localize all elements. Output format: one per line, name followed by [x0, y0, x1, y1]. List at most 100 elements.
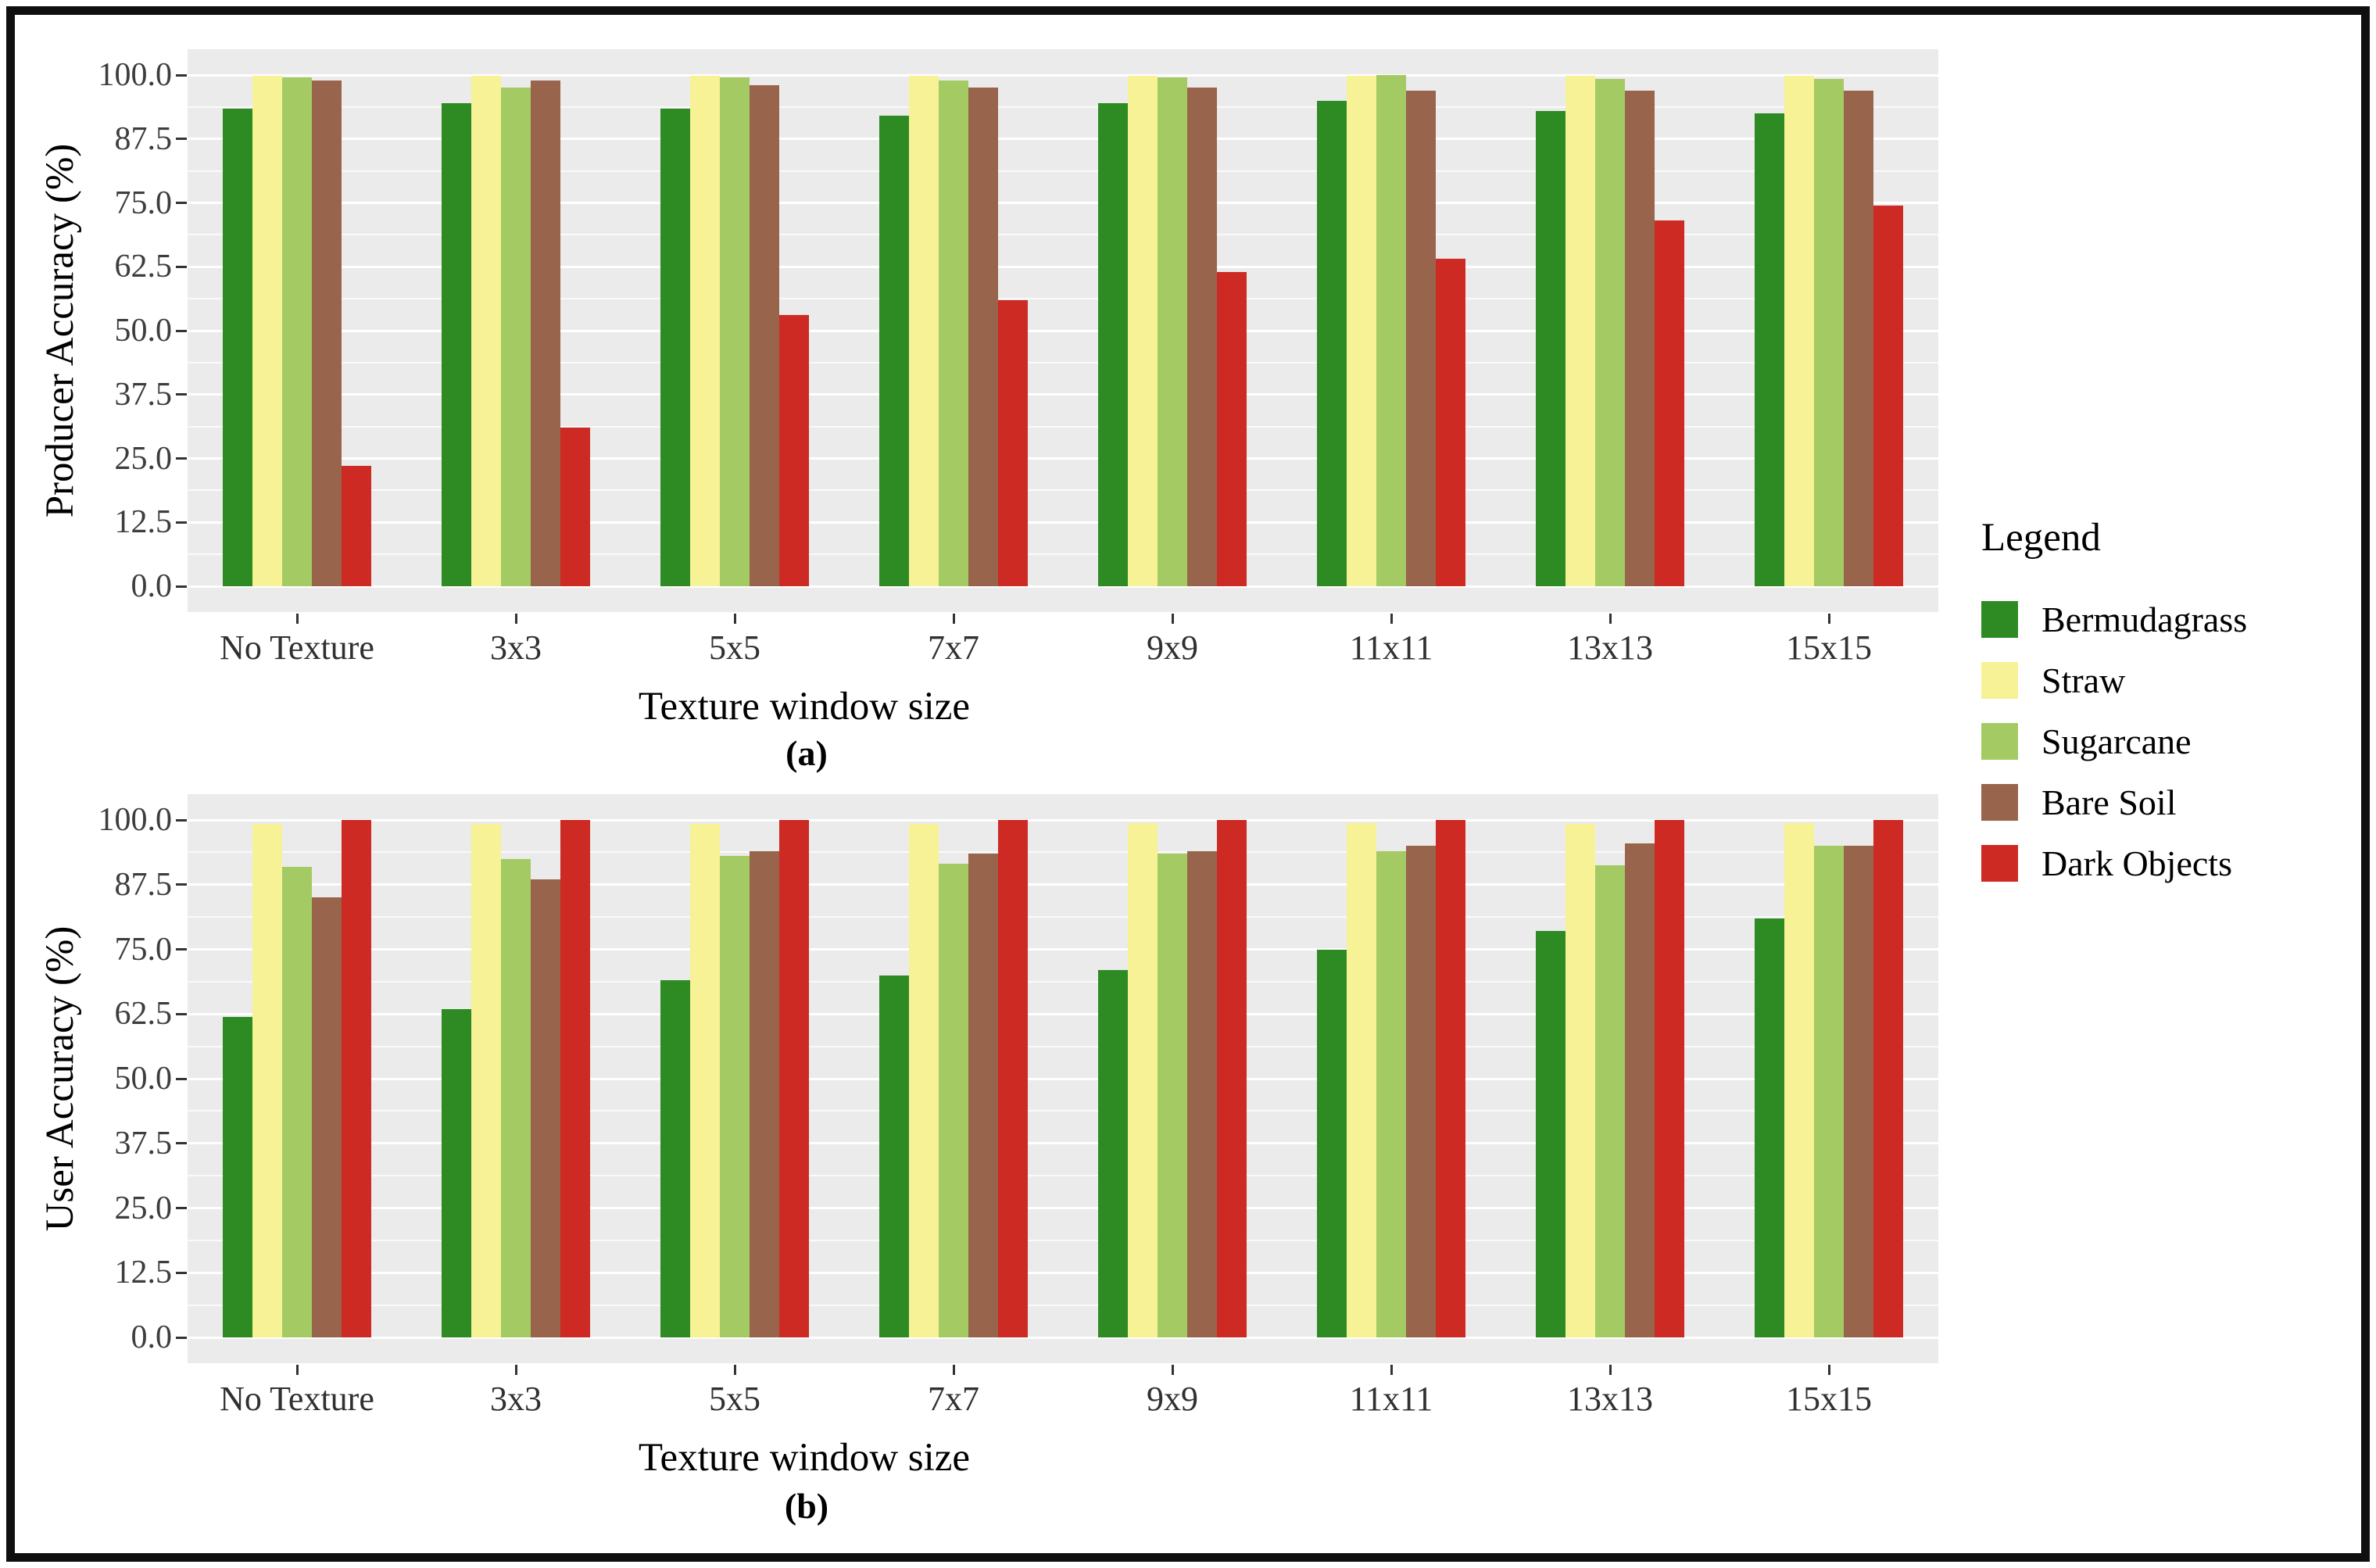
bar-straw — [252, 823, 282, 1337]
gridline-major — [188, 585, 1938, 588]
bar-dark-objects — [1436, 820, 1465, 1337]
bar-bare-soil — [1625, 91, 1655, 586]
gridline-minor — [188, 851, 1938, 854]
bar-sugarcane — [1595, 865, 1625, 1337]
bar-bare-soil — [968, 854, 998, 1337]
y-tick-mark — [176, 329, 187, 332]
gridline-minor — [188, 234, 1938, 236]
y-tick-mark — [176, 585, 187, 588]
x-tick-label: 15x15 — [1786, 1380, 1872, 1418]
y-tick-mark — [176, 1207, 187, 1209]
y-tick-label: 87.5 — [114, 866, 173, 903]
gridline-minor — [188, 298, 1938, 300]
gridline-major — [188, 393, 1938, 396]
x-tick-mark — [296, 1365, 299, 1375]
gridline-major — [188, 73, 1938, 77]
bar-bermudagrass — [1317, 100, 1347, 586]
y-tick-mark — [176, 393, 187, 396]
bar-bermudagrass — [1755, 918, 1784, 1337]
bar-bare-soil — [968, 88, 998, 586]
x-tick-label: No Texture — [220, 1380, 374, 1418]
gridline-minor — [188, 1175, 1938, 1177]
x-tick-label: 13x13 — [1567, 1380, 1653, 1418]
bar-bermudagrass — [1098, 969, 1128, 1337]
x-tick-mark — [1172, 614, 1174, 624]
bar-sugarcane — [1158, 854, 1187, 1337]
gridline-minor — [188, 1304, 1938, 1306]
y-tick-mark — [176, 457, 187, 460]
y-tick-mark — [176, 818, 187, 822]
bar-straw — [690, 75, 720, 586]
bar-bermudagrass — [1536, 110, 1566, 586]
x-tick-label: 9x9 — [1147, 628, 1198, 667]
y-tick-label: 100.0 — [98, 57, 173, 93]
gridline-minor — [188, 553, 1938, 556]
y-tick-label: 50.0 — [114, 313, 173, 349]
bar-straw — [1128, 822, 1158, 1337]
bar-dark-objects — [1873, 820, 1903, 1337]
bar-bare-soil — [531, 879, 560, 1337]
gridline-major — [188, 1142, 1938, 1145]
y-tick-label: 50.0 — [114, 1061, 173, 1097]
bar-dark-objects — [560, 820, 590, 1337]
y-tick-label: 12.5 — [114, 504, 173, 541]
legend-item: Bermudagrass — [1981, 589, 2356, 650]
y-tick-mark — [176, 521, 187, 524]
bar-bare-soil — [750, 85, 779, 586]
bar-sugarcane — [720, 856, 750, 1337]
legend-item: Dark Objects — [1981, 832, 2356, 893]
x-tick-mark — [734, 1365, 736, 1375]
gridline-minor — [188, 1110, 1938, 1112]
x-tick-mark — [953, 614, 955, 624]
y-tick-label: 75.0 — [114, 931, 173, 968]
y-tick-mark — [176, 948, 187, 950]
bar-dark-objects — [779, 315, 809, 586]
bar-straw — [909, 823, 939, 1337]
bar-bermudagrass — [442, 102, 471, 586]
y-tick-mark — [176, 265, 187, 268]
x-tick-mark — [515, 614, 517, 624]
y-tick-label: 75.0 — [114, 184, 173, 221]
gridline-major — [188, 138, 1938, 141]
plot-panel — [188, 49, 1938, 612]
bar-bermudagrass — [660, 108, 690, 586]
gridline-minor — [188, 1045, 1938, 1047]
bar-dark-objects — [1436, 259, 1465, 586]
subfigure-caption: (a) — [785, 733, 828, 773]
x-axis-title: Texture window size — [638, 1436, 971, 1480]
y-tick-label: 25.0 — [114, 440, 173, 477]
chart-producer-accuracy: Producer Accuracy (%) Texture window siz… — [15, 15, 1984, 773]
x-tick-label: 11x11 — [1349, 1380, 1433, 1418]
x-tick-mark — [734, 614, 736, 624]
legend-item-label: Bare Soil — [2041, 782, 2177, 822]
gridline-minor — [188, 980, 1938, 983]
bar-dark-objects — [1217, 271, 1247, 586]
bar-sugarcane — [1814, 846, 1844, 1337]
y-tick-mark — [176, 1336, 187, 1339]
gridline-major — [188, 1271, 1938, 1274]
bar-dark-objects — [998, 299, 1028, 586]
bar-straw — [1128, 75, 1158, 586]
bar-bare-soil — [1406, 90, 1436, 586]
bar-bare-soil — [312, 80, 342, 586]
legend-item: Straw — [1981, 650, 2356, 711]
legend-key-swatch — [1981, 600, 2018, 638]
bar-sugarcane — [501, 858, 531, 1337]
bar-straw — [1784, 75, 1814, 586]
x-tick-label: 5x5 — [709, 1380, 760, 1418]
y-tick-mark — [176, 883, 187, 886]
bar-bermudagrass — [1098, 102, 1128, 586]
bar-bare-soil — [1187, 88, 1217, 586]
x-tick-mark — [296, 614, 299, 624]
y-tick-mark — [176, 202, 187, 204]
y-tick-label: 37.5 — [114, 376, 173, 413]
legend-key-swatch — [1981, 844, 2018, 882]
bar-bare-soil — [1844, 846, 1873, 1337]
figure-frame: Producer Accuracy (%) Texture window siz… — [6, 6, 2370, 1562]
bar-sugarcane — [1376, 850, 1406, 1337]
bar-bermudagrass — [223, 108, 252, 586]
bar-straw — [471, 823, 501, 1337]
y-tick-label: 25.0 — [114, 1190, 173, 1226]
x-tick-label: 13x13 — [1567, 628, 1653, 667]
bar-dark-objects — [342, 820, 371, 1337]
